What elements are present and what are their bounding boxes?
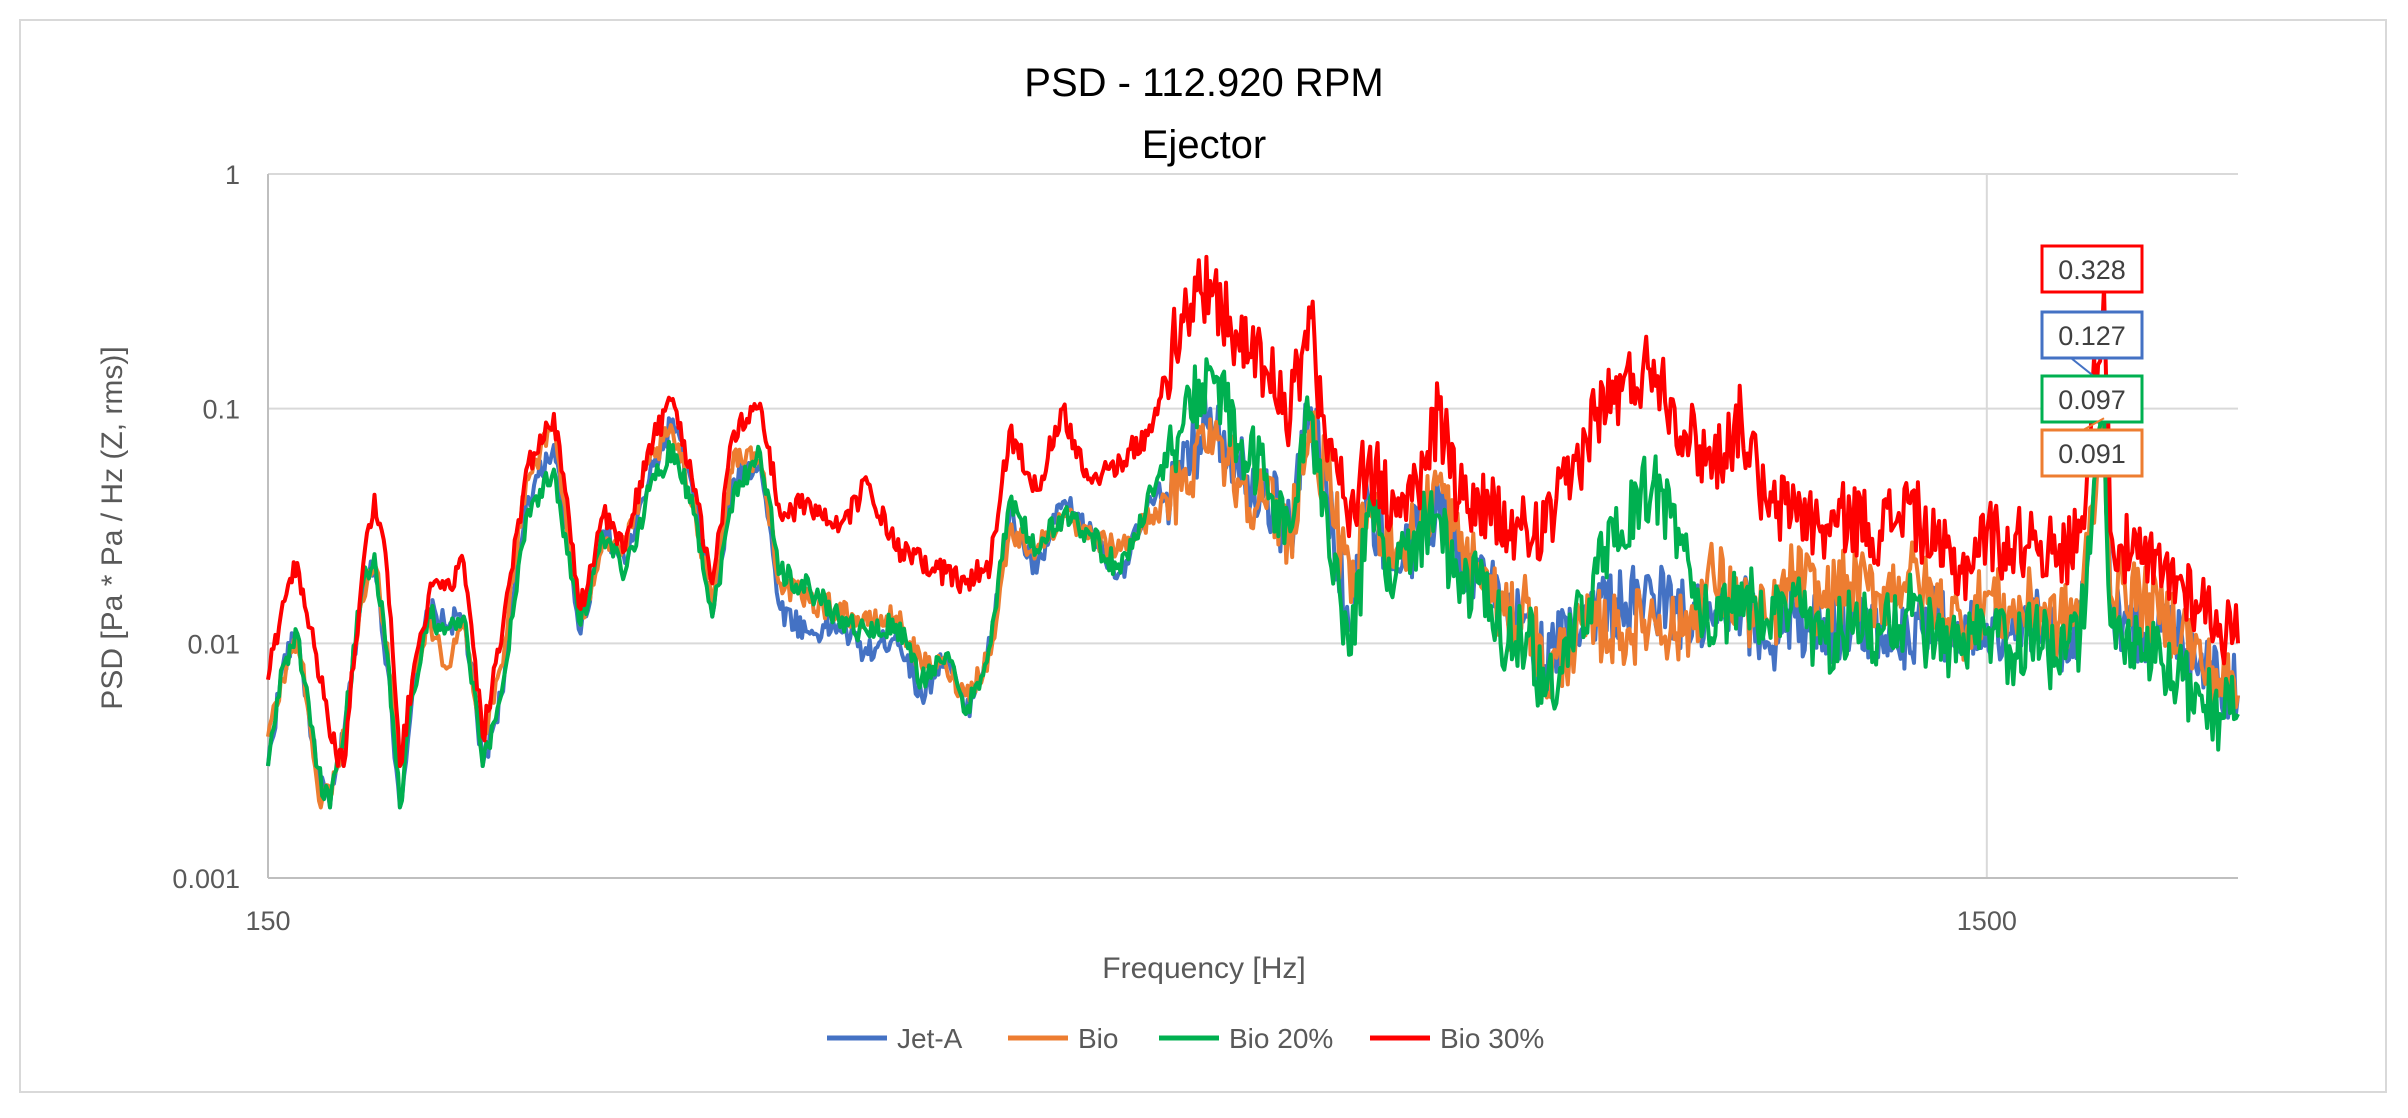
- y-tick-label: 0.001: [172, 864, 240, 894]
- annotation-label: 0.328: [2058, 255, 2126, 285]
- chart-title: PSD - 112.920 RPM: [1024, 61, 1383, 105]
- legend: Jet-A Bio Bio 20% Bio 30%: [827, 1023, 1544, 1054]
- series-group: [266, 254, 2240, 810]
- annotation-label: 0.127: [2058, 321, 2126, 351]
- legend-label: Bio: [1078, 1023, 1118, 1054]
- legend-label: Jet-A: [897, 1023, 963, 1054]
- series-line-bio-30: [266, 254, 2240, 768]
- annotation-label: 0.091: [2058, 439, 2126, 469]
- chart-border: [19, 19, 2387, 1093]
- y-tick-label: 0.1: [202, 395, 240, 425]
- x-axis-label: Frequency [Hz]: [1102, 952, 1305, 985]
- x-tick-label: 1500: [1957, 906, 2017, 936]
- legend-label: Bio 20%: [1229, 1023, 1333, 1054]
- x-tick-label: 150: [245, 906, 290, 936]
- annotation-label: 0.097: [2058, 385, 2126, 415]
- series-line-bio: [266, 410, 2240, 810]
- annotation-box: [2040, 244, 2144, 294]
- annotation-box: [2040, 374, 2144, 424]
- annotation-box: [2040, 310, 2144, 360]
- legend-label: Bio 30%: [1440, 1023, 1544, 1054]
- chart-subtitle: Ejector: [1142, 123, 1267, 167]
- y-tick-label: 0.01: [187, 629, 240, 659]
- annotation-group: 0.328 0.127 0.097 0.091: [2040, 244, 2144, 478]
- annotation-box: [2040, 428, 2144, 478]
- y-axis-label: PSD [Pa * Pa / Hz (Z, rms)]: [96, 346, 129, 709]
- y-tick-label: 1: [225, 160, 240, 190]
